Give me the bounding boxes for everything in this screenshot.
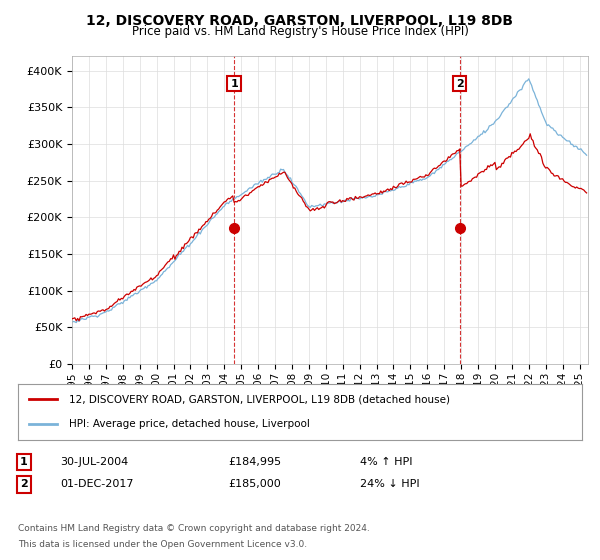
Text: 24% ↓ HPI: 24% ↓ HPI	[360, 479, 419, 489]
Text: £184,995: £184,995	[228, 457, 281, 467]
Text: £185,000: £185,000	[228, 479, 281, 489]
Text: 2: 2	[20, 479, 28, 489]
Text: 1: 1	[230, 79, 238, 88]
Text: 01-DEC-2017: 01-DEC-2017	[60, 479, 133, 489]
Text: This data is licensed under the Open Government Licence v3.0.: This data is licensed under the Open Gov…	[18, 540, 307, 549]
Text: 12, DISCOVERY ROAD, GARSTON, LIVERPOOL, L19 8DB (detached house): 12, DISCOVERY ROAD, GARSTON, LIVERPOOL, …	[69, 394, 450, 404]
Text: 4% ↑ HPI: 4% ↑ HPI	[360, 457, 413, 467]
Text: HPI: Average price, detached house, Liverpool: HPI: Average price, detached house, Live…	[69, 419, 310, 429]
Text: 1: 1	[20, 457, 28, 467]
Text: 2: 2	[456, 79, 464, 88]
Text: Contains HM Land Registry data © Crown copyright and database right 2024.: Contains HM Land Registry data © Crown c…	[18, 524, 370, 533]
Text: 30-JUL-2004: 30-JUL-2004	[60, 457, 128, 467]
Text: Price paid vs. HM Land Registry's House Price Index (HPI): Price paid vs. HM Land Registry's House …	[131, 25, 469, 38]
Text: 12, DISCOVERY ROAD, GARSTON, LIVERPOOL, L19 8DB: 12, DISCOVERY ROAD, GARSTON, LIVERPOOL, …	[86, 14, 514, 28]
